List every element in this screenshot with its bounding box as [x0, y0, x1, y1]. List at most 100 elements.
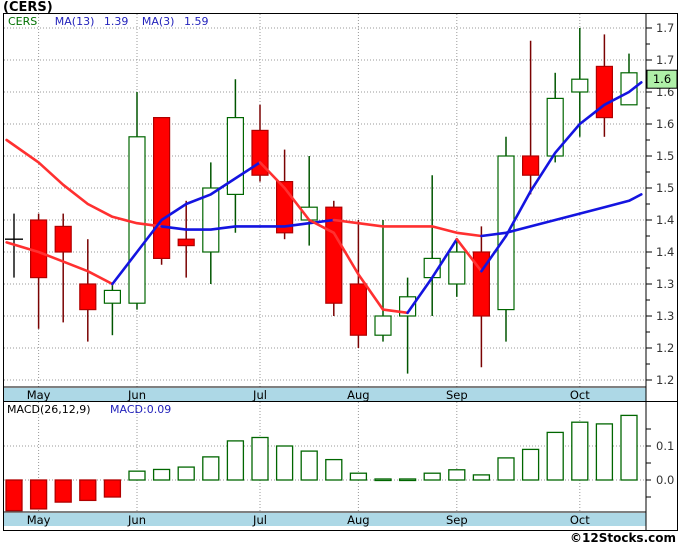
macd-bar — [152, 468, 171, 481]
price-chart-panel: May Jun Jul Aug Sep Oct 1.7 1.7 1.6 1.6 1.5 1.5 1.4 1… — [3, 13, 678, 402]
candle-body — [128, 136, 146, 304]
macd-bar — [300, 450, 318, 481]
macd-tick-label: 0.1 — [656, 439, 674, 453]
ma3-line — [406, 237, 459, 315]
macd-month-label: Jul — [252, 513, 267, 527]
macd-bar — [448, 469, 466, 481]
ma13-line — [480, 193, 643, 238]
candle — [177, 200, 195, 278]
price-tick-label: 1.6 — [656, 117, 674, 131]
macd-bar — [177, 466, 195, 481]
candle — [325, 200, 343, 316]
macd-bar — [5, 479, 23, 512]
price-tick-label: 1.3 — [656, 309, 674, 323]
candle-body — [374, 315, 392, 336]
candle — [546, 72, 564, 163]
price-tick-label: 1.7 — [656, 53, 674, 67]
ma3-line — [5, 241, 114, 286]
candle — [79, 239, 97, 342]
candle — [620, 53, 638, 106]
current-price-badge — [646, 69, 677, 89]
candle — [423, 175, 441, 316]
ma3-line — [455, 237, 483, 273]
macd-bar — [398, 478, 417, 482]
candle-body — [349, 283, 367, 336]
month-label: Sep — [446, 388, 468, 401]
candle — [448, 239, 466, 297]
copyright-watermark: ©12Stocks.com — [570, 531, 676, 545]
candle — [30, 213, 48, 329]
macd-value: MACD:0.09 — [110, 403, 172, 416]
macd-month-label: May — [27, 513, 51, 527]
ma13-line — [160, 218, 336, 231]
macd-bar — [595, 423, 614, 481]
price-tick-label: 1.5 — [656, 181, 674, 195]
candle-body — [153, 116, 171, 260]
macd-bar — [128, 470, 146, 481]
candle-body — [30, 219, 48, 279]
macd-bar — [275, 445, 294, 481]
ma3-line — [480, 81, 643, 273]
candle-body — [202, 187, 220, 253]
price-tick-label: 1.2 — [656, 373, 674, 387]
macd-month-label: Oct — [570, 513, 590, 527]
macd-label: MACD(26,12,9) — [7, 403, 91, 416]
candle — [595, 34, 614, 137]
ma3-line — [258, 161, 409, 315]
macd-bar — [349, 472, 368, 481]
price-tick-label: 1.4 — [656, 245, 674, 259]
candle — [103, 284, 122, 336]
legend-ma13-value: 1.39 — [103, 15, 129, 28]
candle — [521, 40, 540, 195]
candle — [54, 213, 72, 323]
price-tick-label: 1.4 — [656, 213, 674, 227]
macd-month-band — [4, 513, 646, 526]
macd-bar — [472, 474, 491, 481]
macd-bar — [325, 458, 343, 481]
macd-bar — [423, 472, 441, 481]
legend-ma13-label: MA(13) — [54, 15, 95, 28]
candle — [497, 136, 515, 342]
macd-month-label: Aug — [347, 513, 369, 527]
candle — [153, 116, 171, 265]
macd-bar — [79, 479, 97, 502]
candle-body — [571, 78, 589, 93]
ma13-line — [5, 138, 163, 228]
candle — [349, 220, 367, 348]
macd-chart-svg: May Jun Jul Aug Sep Oct 0.1 0.0 — [4, 402, 674, 530]
candle-body — [620, 72, 638, 106]
macd-bar — [571, 421, 589, 481]
month-label: Jun — [127, 388, 146, 401]
legend-ma3-value: 1.59 — [183, 15, 209, 28]
month-label: Aug — [347, 388, 369, 401]
month-band — [4, 388, 646, 401]
price-legend: CERS MA(13) 1.39 MA(3) 1.59 — [8, 15, 218, 28]
macd-tick-label: 0.0 — [656, 473, 674, 487]
candle — [399, 277, 417, 374]
macd-bar — [251, 436, 269, 481]
macd-month-label: Sep — [446, 513, 468, 527]
macd-bar — [226, 440, 245, 481]
price-tick-label: 1.2 — [656, 341, 674, 355]
candle — [374, 220, 392, 342]
macd-bar — [497, 457, 515, 481]
macd-bar — [54, 479, 72, 503]
macd-month-label: Jun — [127, 513, 146, 527]
candle — [226, 79, 244, 233]
candle-body — [54, 225, 72, 253]
price-tick-label: 1.7 — [656, 21, 674, 35]
macd-bar — [620, 414, 638, 481]
price-tick-label: 1.3 — [656, 277, 674, 291]
candle — [571, 28, 589, 137]
ma13-line — [332, 218, 483, 238]
ma3-line — [111, 161, 262, 286]
candle-body — [79, 283, 97, 311]
candle — [128, 92, 146, 310]
candle-body — [103, 289, 122, 304]
legend-symbol: CERS — [8, 15, 38, 28]
candle — [202, 162, 220, 284]
candle-body — [521, 155, 540, 176]
candle-body — [448, 251, 466, 285]
macd-legend: MACD(26,12,9) MACD:0.09 — [7, 403, 171, 416]
